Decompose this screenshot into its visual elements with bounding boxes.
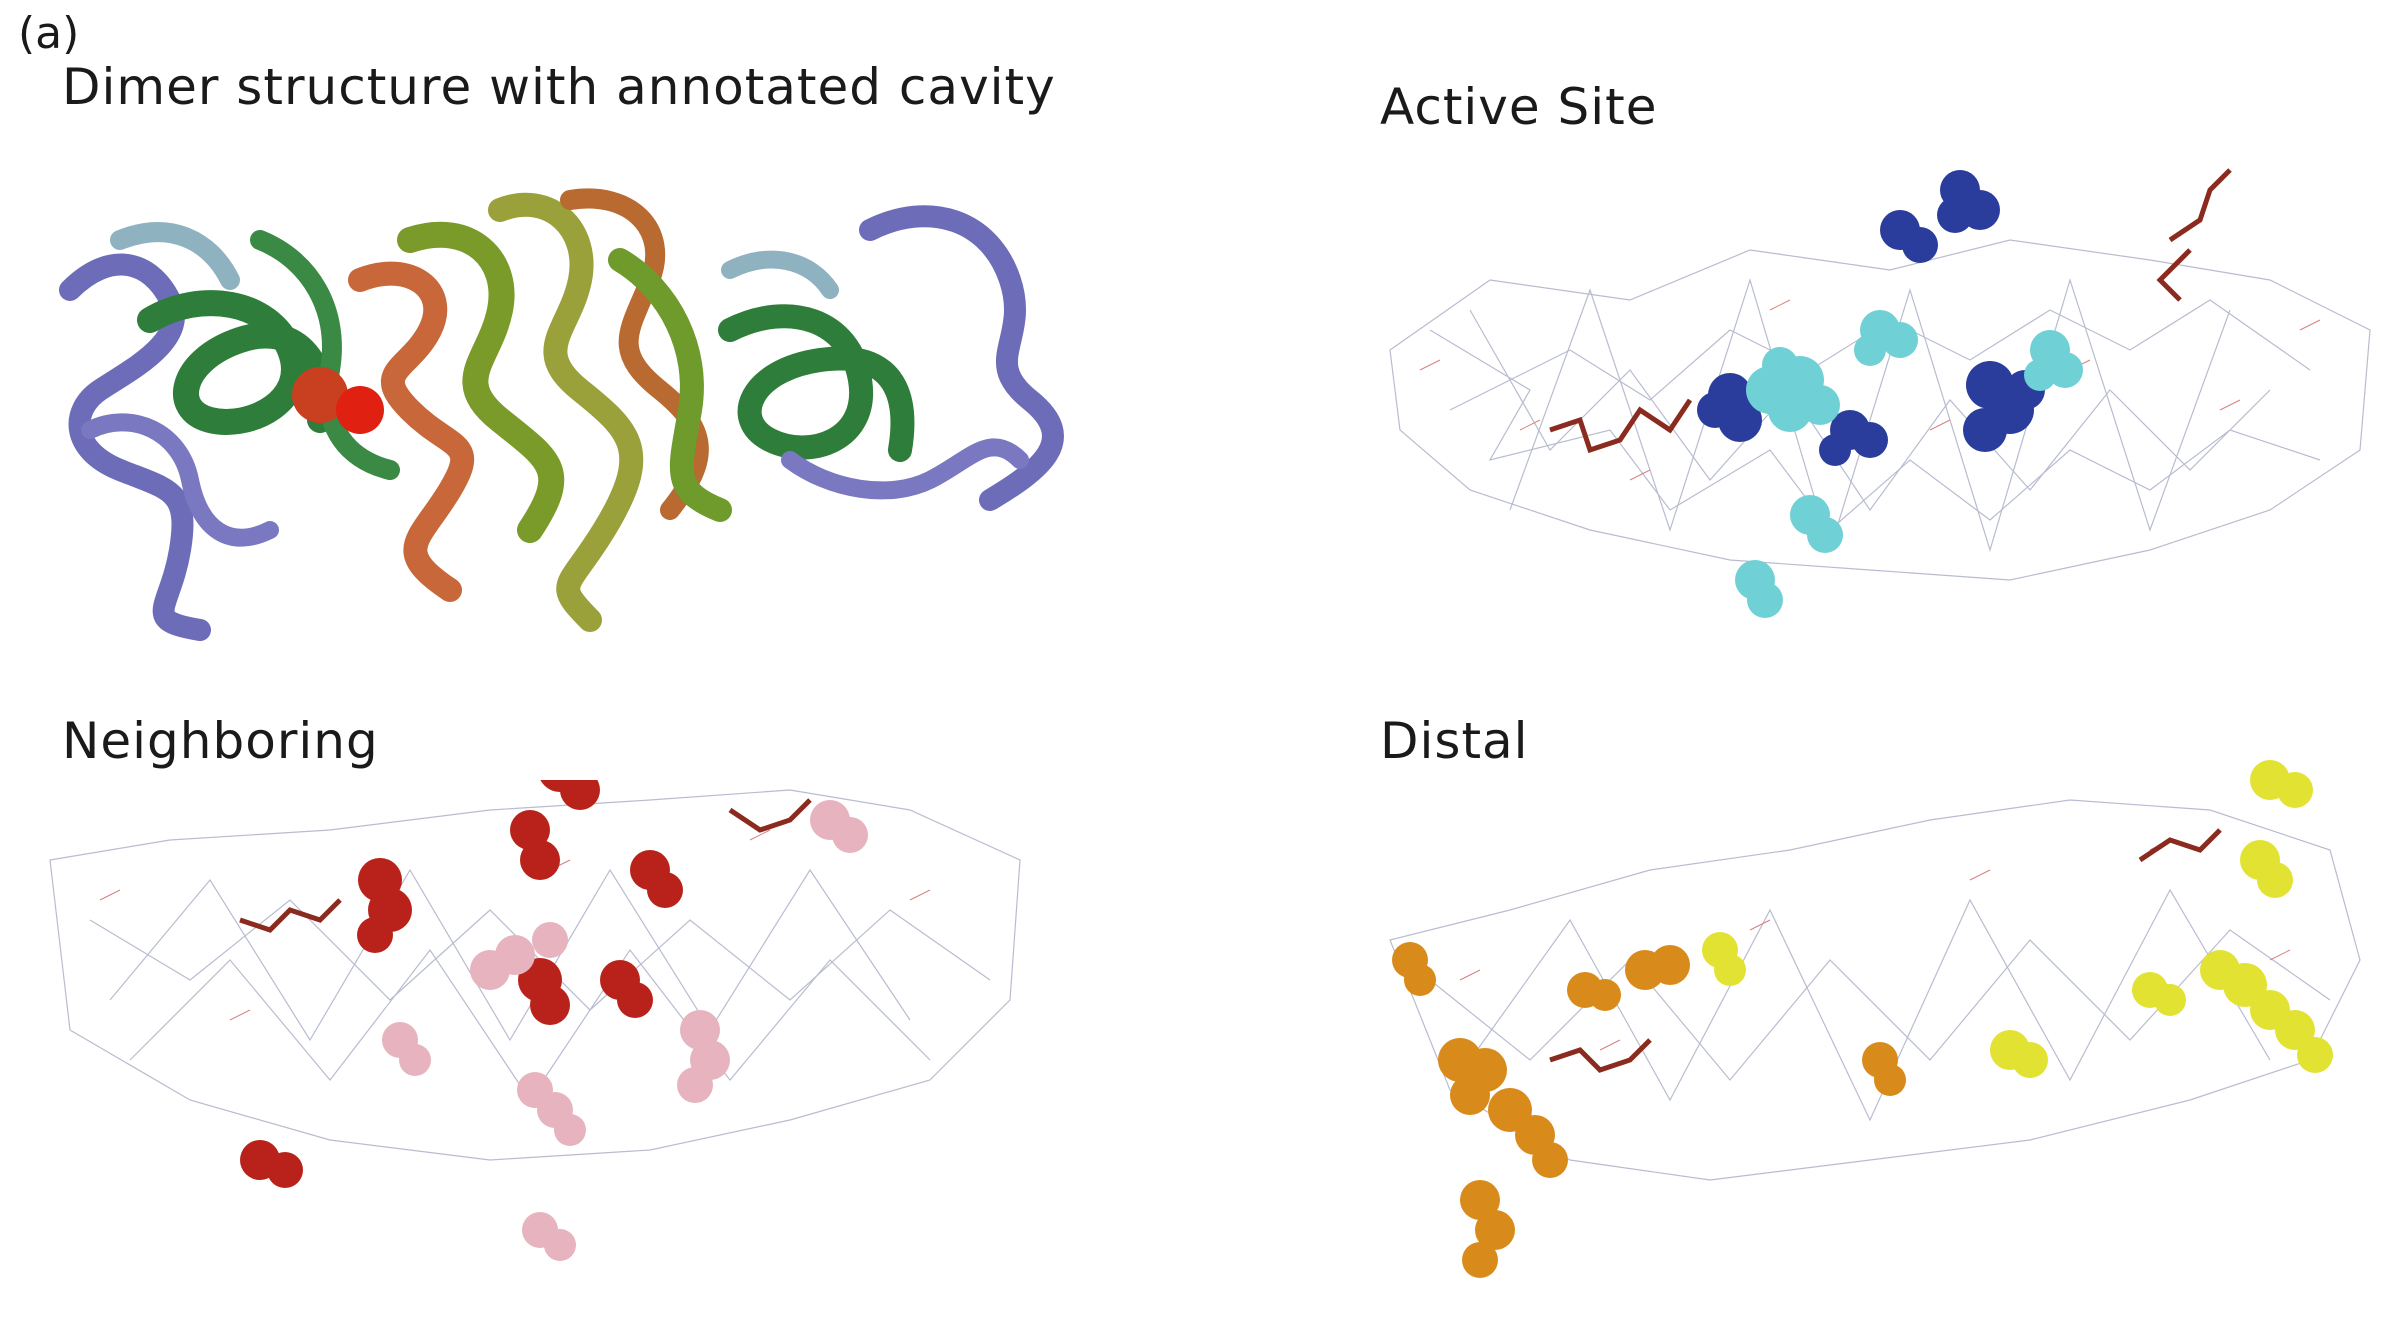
active-site-spheres	[1697, 170, 2083, 618]
neighboring-panel-title: Neighboring	[62, 712, 379, 770]
neighboring-spheres	[240, 780, 868, 1261]
dimer-panel-title: Dimer structure with annotated cavity	[62, 58, 1056, 116]
cavity-sphere-icon	[336, 386, 384, 434]
ligand-stick	[239, 798, 812, 933]
distal-panel-title: Distal	[1380, 712, 1529, 770]
panel-letter: (a)	[18, 8, 80, 59]
active-site-panel-title: Active Site	[1380, 78, 1658, 136]
neighboring-image	[49, 780, 1021, 1261]
distal-image	[1389, 760, 2361, 1278]
ligand-stick	[1549, 828, 2222, 1073]
active-site-image	[1389, 168, 2371, 618]
distal-spheres	[1392, 760, 2333, 1278]
backbone-wireframe	[1389, 239, 2371, 581]
ligand-stick	[1549, 168, 2232, 454]
dimer-ribbon-image	[59, 188, 1064, 641]
cavity-sphere-icon	[292, 367, 348, 423]
